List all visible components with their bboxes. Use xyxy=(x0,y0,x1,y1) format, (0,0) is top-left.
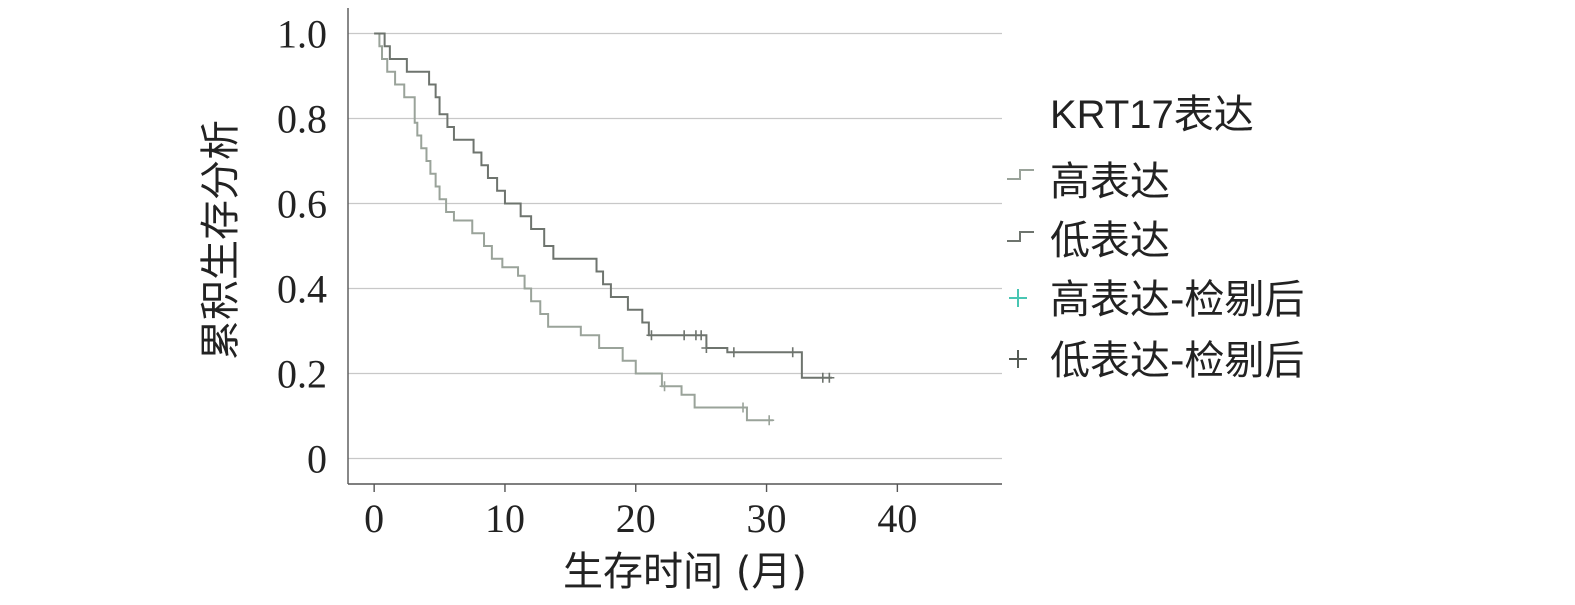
legend-swatch-low xyxy=(1007,231,1034,242)
censor-mark-low xyxy=(701,343,712,353)
censor-mark-high xyxy=(738,402,749,413)
y-tick-label: 0.4 xyxy=(277,267,327,312)
series-line-low xyxy=(374,32,832,379)
x-tick-label: 0 xyxy=(364,496,384,541)
x-tick-label: 40 xyxy=(877,496,917,541)
legend-swatch-high xyxy=(1007,169,1034,180)
x-tick-label: 10 xyxy=(485,496,525,541)
censor-mark-high xyxy=(659,381,670,392)
censor-mark-low xyxy=(728,347,739,358)
y-tick-label: 1.0 xyxy=(277,12,327,57)
x-tick-label: 30 xyxy=(747,496,787,541)
legend: KRT17表达 高表达 低表达 高表达-检剔后 低表达-检剔后 xyxy=(1007,93,1304,384)
legend-label-high-censored: 高表达-检剔后 xyxy=(1050,277,1304,323)
legend-title: KRT17表达 xyxy=(1050,93,1254,137)
series-line-high xyxy=(374,32,774,422)
series-group xyxy=(374,32,832,422)
legend-swatch-high-censored xyxy=(1009,289,1027,307)
censor-marks xyxy=(646,330,835,426)
legend-label-high: 高表达 xyxy=(1050,159,1170,205)
censor-mark-low xyxy=(824,372,835,383)
x-tick-label: 20 xyxy=(616,496,656,541)
grid-lines xyxy=(348,32,1002,460)
x-ticks: 0 10 20 30 40 xyxy=(364,484,917,541)
censor-mark-low xyxy=(787,347,798,358)
y-tick-label: 0.6 xyxy=(277,182,327,227)
y-ticks: 0 0.2 0.4 0.6 0.8 1.0 xyxy=(277,12,327,482)
y-tick-label: 0 xyxy=(307,437,327,482)
censor-mark-high xyxy=(764,415,775,426)
censor-mark-low xyxy=(679,330,690,341)
x-axis-title: 生存时间 (月) xyxy=(563,549,807,595)
y-tick-label: 0.8 xyxy=(277,97,327,142)
censor-mark-low xyxy=(646,330,657,341)
legend-label-low-censored: 低表达-检剔后 xyxy=(1050,338,1304,384)
y-tick-label: 0.2 xyxy=(277,352,327,397)
legend-swatch-low-censored xyxy=(1009,350,1027,368)
y-axis-title: 累积生存分析 xyxy=(198,120,244,360)
censor-mark-low xyxy=(696,330,707,341)
legend-label-low: 低表达 xyxy=(1050,218,1170,264)
